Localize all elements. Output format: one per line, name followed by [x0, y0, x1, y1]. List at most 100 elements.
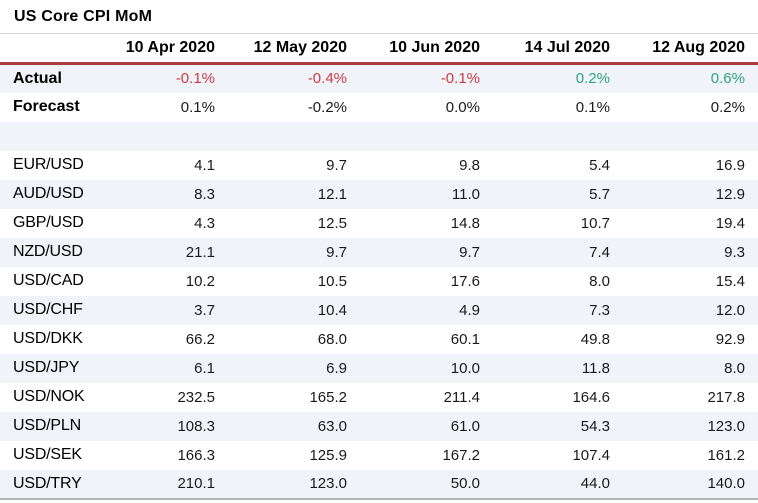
table-row: USD/CAD 10.2 10.5 17.6 8.0 15.4 — [0, 267, 758, 296]
value-cell: 5.7 — [589, 185, 610, 203]
value-cell: 10.2 — [185, 272, 215, 290]
table-row: USD/TRY 210.1 123.0 50.0 44.0 140.0 — [0, 469, 758, 499]
value-cell: 12.5 — [317, 214, 347, 232]
value-cell: 63.0 — [317, 417, 347, 435]
table-header: 10 Apr 2020 12 May 2020 10 Jun 2020 14 Jul … — [0, 33, 758, 64]
header-row: 10 Apr 2020 12 May 2020 10 Jun 2020 14 Jul … — [0, 33, 758, 64]
table-row: USD/DKK 66.2 68.0 60.1 49.8 92.9 — [0, 325, 758, 354]
value-cell: 10.7 — [580, 214, 610, 232]
row-label: USD/PLN — [13, 417, 81, 434]
value-cell: 9.7 — [326, 156, 347, 174]
table-row: USD/PLN 108.3 63.0 61.0 54.3 123.0 — [0, 411, 758, 441]
value-cell: 11.8 — [581, 359, 610, 377]
value-cell: 8.0 — [724, 359, 745, 377]
value-cell: 165.2 — [309, 388, 347, 406]
column-header-date: 10 Apr 2020 — [125, 39, 215, 56]
row-label: USD/CAD — [13, 272, 84, 289]
row-label: USD/TRY — [13, 474, 82, 492]
value-cell: 16.9 — [715, 156, 745, 174]
value-cell: 4.3 — [194, 214, 215, 232]
table-row: USD/JPY 6.1 6.9 10.0 11.8 8.0 — [0, 353, 758, 383]
value-cell: -0.2% — [307, 98, 347, 116]
value-cell: 14.8 — [450, 214, 480, 232]
row-label: GBP/USD — [13, 214, 84, 231]
value-cell: 12.0 — [715, 301, 745, 319]
value-cell: 92.9 — [715, 330, 745, 348]
table-row: EUR/USD 4.1 9.7 9.8 5.4 16.9 — [0, 151, 758, 180]
value-cell: 140.0 — [707, 475, 745, 492]
value-cell: 211.4 — [443, 388, 480, 406]
value-cell: 0.2% — [575, 70, 610, 88]
value-cell: 9.7 — [459, 243, 480, 261]
value-cell: 166.3 — [177, 446, 215, 464]
table-row: USD/SEK 166.3 125.9 167.2 107.4 161.2 — [0, 441, 758, 470]
value-cell: 210.1 — [177, 475, 215, 492]
value-cell: 217.8 — [707, 388, 745, 406]
row-label: NZD/USD — [13, 243, 83, 260]
value-cell: 108.3 — [177, 417, 215, 435]
value-cell: 7.4 — [589, 243, 610, 261]
table-row: GBP/USD 4.3 12.5 14.8 10.7 19.4 — [0, 209, 758, 238]
value-cell: 9.3 — [724, 243, 745, 261]
value-cell: 0.1% — [575, 98, 610, 116]
value-cell: 6.9 — [326, 359, 347, 377]
corner-header-cell — [0, 34, 110, 64]
value-cell: 10.0 — [450, 359, 480, 377]
value-cell: 107.4 — [572, 446, 610, 464]
value-cell: 4.9 — [459, 301, 480, 319]
row-label: USD/NOK — [13, 388, 85, 405]
row-label: EUR/USD — [13, 156, 84, 173]
row-label: USD/DKK — [13, 330, 83, 347]
row-label: Actual — [13, 69, 62, 87]
column-header-date: 12 Aug 2020 — [652, 39, 745, 56]
value-cell: -0.1% — [175, 70, 215, 88]
value-cell: 125.9 — [309, 446, 347, 464]
value-cell: 3.7 — [194, 301, 215, 319]
value-cell: 0.6% — [710, 70, 745, 88]
value-cell: 4.1 — [194, 156, 215, 174]
value-cell: 10.4 — [317, 301, 347, 319]
value-cell: 232.5 — [177, 388, 215, 406]
row-label: AUD/USD — [13, 185, 84, 202]
value-cell: -0.4% — [307, 70, 347, 88]
value-cell: 61.0 — [450, 417, 480, 435]
value-cell: 5.4 — [589, 156, 610, 174]
value-cell: 0.2% — [710, 98, 745, 116]
table-row: Actual -0.1% -0.4% -0.1% 0.2% 0.6% — [0, 63, 758, 93]
value-cell: 9.8 — [459, 156, 480, 174]
value-cell: 8.3 — [194, 185, 215, 203]
value-cell: 8.0 — [589, 272, 610, 290]
value-cell: 123.0 — [309, 475, 347, 492]
table-row: NZD/USD 21.1 9.7 9.7 7.4 9.3 — [0, 237, 758, 267]
value-cell: 11.0 — [451, 185, 480, 203]
value-cell: 19.4 — [715, 214, 745, 232]
value-cell: 44.0 — [580, 475, 610, 492]
value-cell: 167.2 — [442, 446, 480, 464]
value-cell: 9.7 — [326, 243, 347, 261]
table-row: AUD/USD 8.3 12.1 11.0 5.7 12.9 — [0, 179, 758, 209]
value-cell: 0.1% — [180, 98, 215, 116]
table-row: Forecast 0.1% -0.2% 0.0% 0.1% 0.2% — [0, 93, 758, 122]
row-label: Forecast — [13, 98, 80, 115]
value-cell: 54.3 — [580, 417, 610, 435]
spacer-row — [0, 121, 758, 151]
row-label: USD/JPY — [13, 359, 80, 376]
value-cell: 164.6 — [572, 388, 610, 406]
column-header-date: 12 May 2020 — [253, 39, 347, 56]
page-title: US Core CPI MoM — [14, 8, 153, 25]
column-header-date: 14 Jul 2020 — [524, 39, 610, 56]
history-table: 10 Apr 2020 12 May 2020 10 Jun 2020 14 Jul … — [0, 33, 758, 500]
table-row: USD/CHF 3.7 10.4 4.9 7.3 12.0 — [0, 295, 758, 325]
spacer-cell — [0, 122, 758, 151]
value-cell: 21.1 — [185, 243, 215, 261]
value-cell: 12.1 — [317, 185, 347, 203]
value-cell: 15.4 — [715, 272, 745, 290]
value-cell: 60.1 — [450, 330, 480, 348]
table-body: Actual -0.1% -0.4% -0.1% 0.2% 0.6% Forecast 0.1… — [0, 63, 758, 499]
column-header-date: 10 Jun 2020 — [389, 39, 480, 56]
value-cell: 123.0 — [707, 417, 745, 435]
value-cell: 10.5 — [317, 272, 347, 290]
row-label: USD/SEK — [13, 446, 82, 463]
value-cell: 7.3 — [589, 301, 610, 319]
